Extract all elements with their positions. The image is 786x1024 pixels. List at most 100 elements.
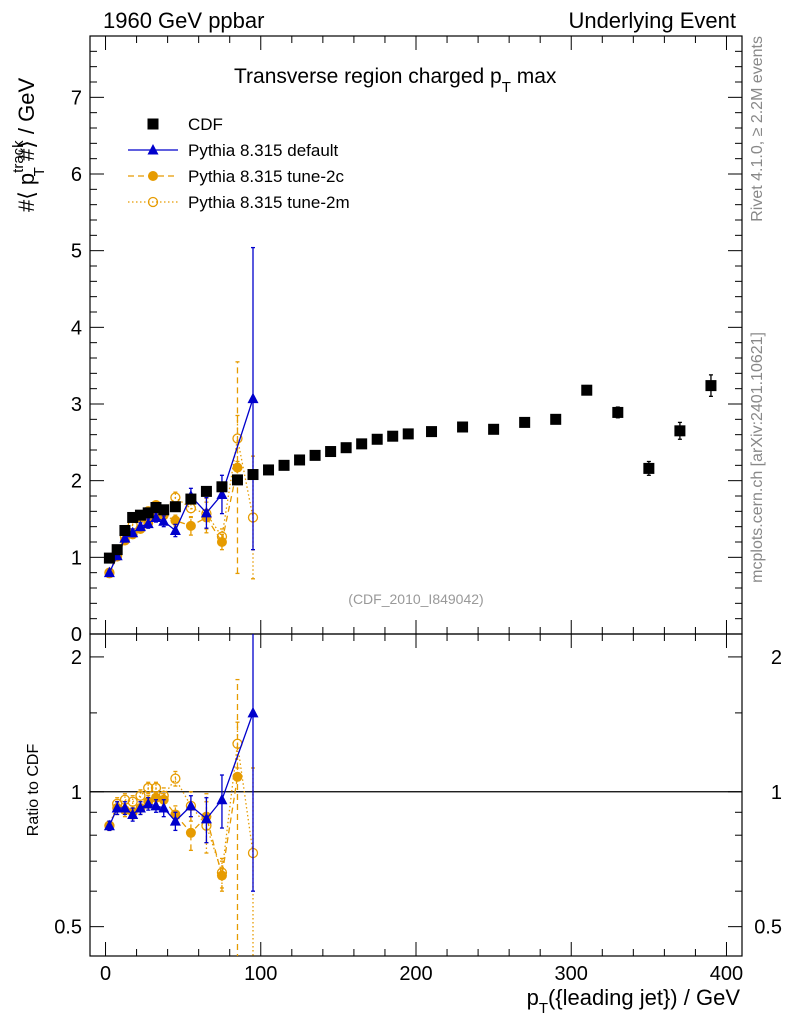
ratio-default-point [150,799,162,811]
y-tick-label: 1 [71,547,82,569]
main-cdf-point [643,462,655,474]
legend-label-cdf: CDF [188,115,223,134]
main-cdf-point [581,384,593,396]
ratio-tune2m-point [170,773,181,784]
legend-label-tune2c: Pythia 8.315 tune-2c [188,167,344,186]
main-tune2m-line [108,438,254,573]
main-cdf-point [705,380,717,392]
legend-marker-tune2m [147,196,159,208]
ratio-default-point [200,812,212,824]
ratio-default-point [142,797,154,809]
ratio-y-tick-label-right: 2 [771,647,782,669]
legend-marker-cdf [147,118,159,130]
y-axis-label-main: #⟨ p [14,173,39,212]
main-cdf-point [158,504,170,516]
main-cdf-point [111,544,123,556]
ratio-default-point [103,819,115,831]
main-cdf-point [231,474,243,486]
main-cdf-point [612,406,624,418]
ratio-tune2c-point [185,827,196,838]
main-default-point [134,520,146,532]
x-tick-label: 0 [100,963,111,985]
main-default-point [200,506,212,518]
main-cdf-point [457,421,469,433]
main-cdf-point [150,502,162,513]
ratio-default-point [111,802,123,813]
plot-title-text: Transverse region charged p [234,65,502,88]
main-cdf-point [294,454,306,466]
main-cdf-point [142,507,154,519]
y-axis-label: #⟨ ptrack T #⟩ / GeV [10,78,48,212]
ratio-default-point [185,799,197,811]
x-axis-label: pT({leading jet}) / GeV [527,985,741,1017]
x-axis-label-sub: T [539,1000,548,1017]
ratio-y-axis-label: Ratio to CDF [25,744,42,837]
main-tune2c-point [170,515,181,526]
ratio-default-point [247,706,259,718]
ratio-default-point [134,802,146,813]
main-cdf-point [488,423,500,435]
main-tune2c-point [185,520,196,531]
main-default-point [158,515,170,526]
x-axis-label-main: p [527,985,539,1010]
energy-label: 1960 GeV ppbar [103,8,264,33]
main-cdf-point [185,493,197,505]
main-cdf-point [674,425,686,437]
ratio-tune2m-line [108,743,254,873]
ratio-y-tick-label: 0.5 [54,917,82,939]
main-cdf-point [103,552,115,564]
main-cdf-point [550,413,562,425]
x-tick-label: 200 [399,963,432,985]
y-tick-label: 3 [71,394,82,416]
main-cdf-point [387,430,399,442]
ratio-tune2c-point [216,870,227,881]
main-default-point [216,488,228,499]
y-tick-label: 2 [71,471,82,493]
main-default-point [150,511,162,522]
main-cdf-point [340,442,352,454]
ratio-tune2c-point [232,771,243,782]
ratio-y-tick-label: 2 [71,647,82,669]
y-tick-label: 7 [71,87,82,109]
ratio-default-point [119,802,131,813]
main-cdf-point [263,464,275,476]
rivet-version-label: Rivet 4.1.0, ≥ 2.2M events [749,36,766,222]
y-tick-label: 6 [71,164,82,186]
main-cdf-point [127,511,139,523]
x-tick-label: 400 [710,963,743,985]
main-tune2c-point [232,462,243,473]
legend-label-tune2m: Pythia 8.315 tune-2m [188,193,350,212]
ratio-default-point [127,808,139,819]
y-axis-label-sup: track [10,140,27,173]
legend-label-default: Pythia 8.315 default [188,141,339,160]
main-default-point [169,524,181,535]
main-cdf-point [309,449,321,461]
process-label: Underlying Event [568,8,736,33]
y-tick-label: 5 [71,241,82,263]
x-tick-label: 300 [555,963,588,985]
main-default-line [108,398,254,573]
plot-title-sub: T [502,79,511,96]
ratio-tune2m-point [143,782,154,794]
main-tune2c-point [216,537,227,547]
main-cdf-point [519,416,531,428]
ratio-default-point [216,793,228,805]
main-default-point [142,517,154,529]
main-cdf-point [325,446,337,458]
plot-title: Transverse region charged pT max [234,65,557,96]
main-cdf-point [119,525,131,536]
ratio-y-tick-label-right: 0.5 [754,917,782,939]
main-default-point [247,392,259,404]
ratio-y-tick-label: 1 [71,782,82,804]
main-cdf-point [247,469,259,481]
main-cdf-point [402,428,414,440]
main-cdf-point [371,433,383,445]
main-default-point [103,566,115,578]
y-axis-label-sub: T [31,167,48,176]
ratio-tune2m-point [135,790,146,801]
main-cdf-point [278,459,290,471]
legend-marker-default [147,144,159,155]
y-tick-label: 4 [71,317,82,339]
x-tick-label: 100 [244,963,277,985]
